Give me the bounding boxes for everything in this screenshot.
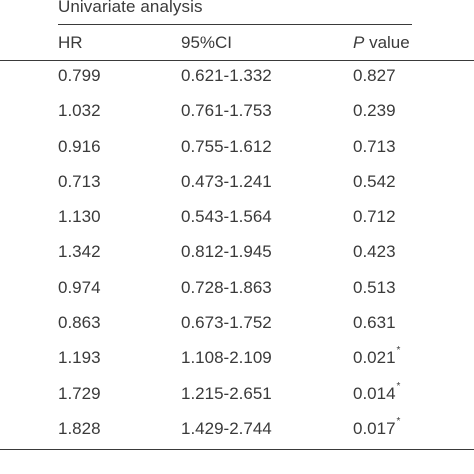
- cell-hr: 1.193: [58, 348, 101, 368]
- cell-hr: 0.799: [58, 66, 101, 85]
- header-p-rest: value: [364, 33, 410, 52]
- table-row: 1.828 1.429-2.744 0.017*: [0, 413, 474, 448]
- p-value-text: 0.021: [353, 348, 396, 368]
- p-value-text: 0.017: [353, 418, 396, 438]
- cell-ci: 0.621-1.332: [181, 66, 272, 85]
- significance-marker: *: [396, 345, 401, 357]
- table-row: 1.032 0.761-1.753 0.239: [0, 95, 474, 130]
- p-value-text: 0.513: [353, 277, 396, 297]
- significance-marker: *: [396, 380, 401, 392]
- header-p-value: P value: [353, 33, 410, 53]
- cell-ci: 1.429-2.744: [181, 418, 272, 438]
- cell-ci: 0.728-1.863: [181, 277, 272, 297]
- cell-ci: 0.761-1.753: [181, 101, 272, 121]
- cell-ci: 0.812-1.945: [181, 242, 272, 262]
- header-hr: HR: [58, 33, 83, 52]
- p-value-text: 0.014: [353, 383, 396, 403]
- significance-marker: *: [396, 415, 401, 427]
- cell-hr: 0.974: [58, 277, 101, 297]
- cell-hr: 1.130: [58, 207, 101, 227]
- cell-hr: 1.729: [58, 383, 101, 403]
- p-value-text: 0.631: [353, 313, 396, 333]
- table-row: 0.916 0.755-1.612 0.713: [0, 131, 474, 166]
- cell-hr: 1.342: [58, 242, 101, 262]
- cell-hr: 0.916: [58, 136, 101, 156]
- cell-p-value: 0.713: [353, 137, 396, 157]
- cell-p-value: 0.014*: [353, 380, 401, 404]
- cell-p-value: 0.827: [353, 66, 396, 86]
- cell-ci: 0.543-1.564: [181, 207, 272, 227]
- table-row: 1.342 0.812-1.945 0.423: [0, 236, 474, 271]
- p-value-text: 0.712: [353, 207, 396, 227]
- table-row: 1.193 1.108-2.109 0.021*: [0, 342, 474, 377]
- p-value-text: 0.423: [353, 242, 396, 262]
- table-row: 1.130 0.543-1.564 0.712: [0, 201, 474, 236]
- cell-hr: 1.828: [58, 418, 101, 438]
- p-value-text: 0.239: [353, 101, 396, 121]
- cell-ci: 0.755-1.612: [181, 136, 272, 156]
- p-value-text: 0.827: [353, 66, 396, 85]
- cell-ci: 1.215-2.651: [181, 383, 272, 403]
- cell-p-value: 0.239: [353, 101, 396, 121]
- p-value-text: 0.713: [353, 136, 396, 156]
- p-value-text: 0.542: [353, 171, 396, 191]
- table-row: 1.729 1.215-2.651 0.014*: [0, 378, 474, 413]
- cell-hr: 1.032: [58, 101, 101, 121]
- cell-ci: 0.473-1.241: [181, 171, 272, 191]
- table-row: 0.713 0.473-1.241 0.542: [0, 166, 474, 201]
- cell-p-value: 0.712: [353, 207, 396, 227]
- cell-hr: 0.713: [58, 171, 101, 191]
- cell-p-value: 0.631: [353, 313, 396, 333]
- cell-p-value: 0.017*: [353, 415, 401, 439]
- header-rule: [0, 60, 474, 61]
- bottom-rule: [0, 449, 474, 450]
- cell-ci: 0.673-1.752: [181, 313, 272, 333]
- table-caption: Univariate analysis: [58, 0, 203, 16]
- header-ci: 95%CI: [181, 33, 233, 52]
- cell-p-value: 0.542: [353, 172, 396, 192]
- table-row: 0.974 0.728-1.863 0.513: [0, 272, 474, 307]
- cell-hr: 0.863: [58, 313, 101, 333]
- cell-p-value: 0.021*: [353, 345, 401, 368]
- caption-rule: [58, 24, 412, 25]
- header-p-italic: P: [353, 33, 365, 52]
- table-row: 0.799 0.621-1.332 0.827: [0, 60, 474, 95]
- table-row: 0.863 0.673-1.752 0.631: [0, 307, 474, 342]
- cell-ci: 1.108-2.109: [181, 348, 272, 368]
- table-body: 0.799 0.621-1.332 0.827 1.032 0.761-1.753 0.2…: [0, 60, 474, 448]
- cell-p-value: 0.513: [353, 278, 396, 298]
- cell-p-value: 0.423: [353, 242, 396, 262]
